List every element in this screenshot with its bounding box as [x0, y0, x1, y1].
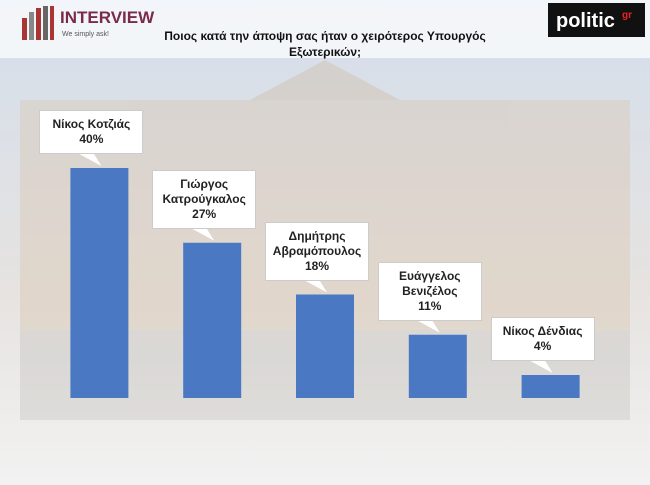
callout-tail — [77, 153, 102, 166]
callout: Νίκος Δένδιας 4% — [490, 317, 595, 361]
bar — [408, 334, 467, 398]
politic-logo: politic gr — [548, 3, 645, 37]
callout: Γιώργος Κατρούγκαλος 27% — [152, 169, 257, 229]
bar — [521, 375, 580, 398]
header-band — [0, 0, 650, 58]
callout-tail — [528, 360, 553, 373]
callout: Δημήτρης Αβραμόπουλος 18% — [265, 221, 369, 281]
bar — [183, 242, 242, 398]
logo-suffix: gr — [622, 10, 632, 21]
bar — [70, 168, 129, 398]
value-label: 40% — [79, 132, 104, 146]
callout: Ευάγγελος Βενιζέλος 11% — [377, 261, 482, 321]
interview-logo: INTERVIEW We simply ask! — [22, 6, 155, 40]
category-label: Ευάγγελος Βενιζέλος — [399, 268, 461, 298]
category-label: Νίκος Δένδιας — [502, 324, 583, 338]
category-label: Δημήτρης Αβραμόπουλος — [272, 228, 362, 258]
value-label: 27% — [192, 206, 217, 221]
chart-title: Ποιος κατά την άποψη σας ήταν ο χειρότερ… — [164, 29, 486, 59]
category-label: Νίκος Κοτζιάς — [52, 117, 131, 131]
logo-tagline: We simply ask! — [62, 31, 109, 38]
category-label: Γιώργος Κατρούγκαλος — [162, 176, 246, 206]
value-label: 18% — [304, 258, 330, 273]
value-label: 4% — [533, 339, 552, 353]
callout-tail — [415, 319, 440, 333]
logo-text: politic — [556, 10, 615, 32]
callout-tail — [303, 279, 327, 293]
callout-tail — [190, 227, 215, 241]
callout: Νίκος Κοτζιάς 40% — [39, 110, 144, 154]
bar — [296, 294, 354, 398]
logo-text: INTERVIEW — [60, 8, 155, 27]
value-label: 11% — [418, 298, 442, 313]
